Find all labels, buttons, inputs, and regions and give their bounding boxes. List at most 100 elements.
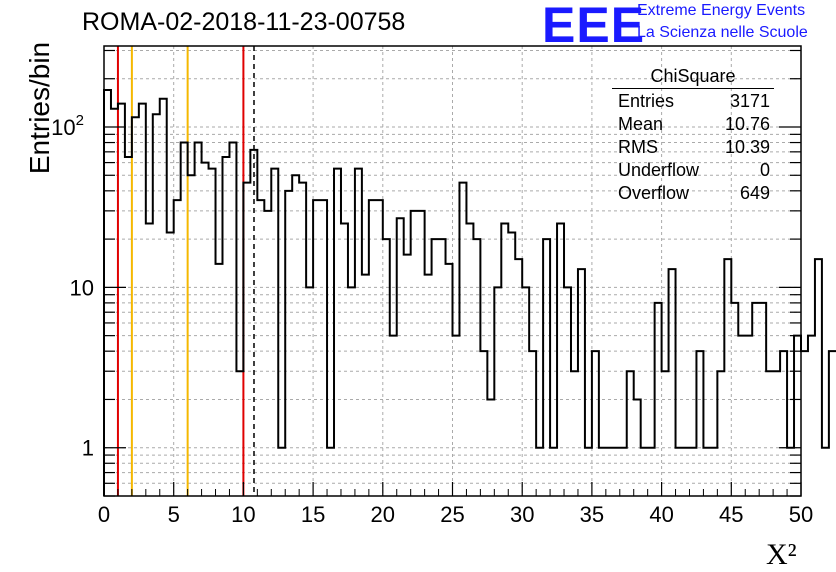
histogram-bin [397,218,404,496]
histogram-bin [543,239,550,496]
histogram-bin [348,287,355,496]
chart-title: ROMA-02-2018-11-23-00758 [82,8,406,36]
histogram-bin [390,336,397,496]
histogram-bin [780,351,787,496]
histogram-bin [662,371,669,496]
histogram-bin [299,183,306,496]
histogram-bin [411,211,418,496]
histogram-bin [459,183,466,496]
histogram-bin [494,287,501,496]
histogram-bin [822,448,829,496]
histogram-bin [334,169,341,496]
histogram-bin [418,211,425,496]
histogram-bin [222,157,229,496]
histogram-bin [766,371,773,496]
histogram-bin [571,371,578,496]
stats-row-entries: Entries 3171 [612,90,774,113]
stats-box: ChiSquare Entries 3171 Mean 10.76 RMS 10… [612,66,774,205]
histogram-bin [592,351,599,496]
histogram-bin [815,259,822,496]
histogram-bin [104,90,111,496]
histogram-bin [794,336,801,496]
stats-row-overflow: Overflow 649 [612,182,774,205]
histogram-bin [745,336,752,496]
histogram-bin [564,287,571,496]
stats-row-mean: Mean 10.76 [612,113,774,136]
x-axis-label: X² [766,538,797,571]
histogram-bin [264,211,271,496]
stats-value: 649 [739,183,770,203]
histogram-bin [717,371,724,496]
x-tick-label: 15 [301,502,325,527]
histogram-bin [453,336,460,496]
x-tick-label: 30 [510,502,534,527]
stats-title: ChiSquare [612,66,774,89]
histogram-bin [376,200,383,496]
histogram-bin [195,143,202,496]
x-tick-label: 40 [649,502,673,527]
x-tick-label: 0 [98,502,110,527]
y-tick-label: 1 [82,436,94,461]
stats-label: Entries [618,91,675,111]
stats-row-underflow: Underflow 0 [612,159,774,182]
histogram-bin [306,287,313,496]
histogram-bin [132,117,139,496]
logo-line-1: Extreme Energy Events [637,2,806,19]
histogram-bin [773,371,780,496]
histogram-bin [209,169,216,496]
stats-value: 10.76 [724,114,770,134]
histogram-bin [160,99,167,496]
histogram-bin [522,287,529,496]
histogram-bin [202,163,209,496]
histogram-bin [446,264,453,496]
histogram-bin [439,239,446,496]
histogram-bin [355,169,362,496]
x-tick-label: 35 [580,502,604,527]
x-tick-label: 45 [719,502,743,527]
histogram-bin [236,371,243,496]
stats-label: Mean [618,114,664,134]
histogram-bin [808,336,815,496]
histogram-bin [473,239,480,496]
histogram-bin [271,169,278,496]
histogram-bin [829,351,836,496]
histogram-bin [508,232,515,496]
histogram-bin [257,200,264,496]
y-tick-label: 102 [51,112,84,140]
histogram-bin [320,200,327,496]
x-tick-label: 10 [231,502,255,527]
histogram-bin [627,371,634,496]
x-tick-label: 5 [168,502,180,527]
stats-value: 0 [759,160,770,180]
histogram-bin [153,114,160,496]
stats-label: Underflow [618,160,700,180]
histogram-bin [229,143,236,496]
histogram-bin [801,351,808,496]
logo-line-2: La Scienza nelle Scuole [637,24,808,41]
x-tick-label: 50 [789,502,813,527]
y-tick-label: 10 [70,275,94,300]
stats-label: Overflow [618,183,690,203]
histogram-bin [480,351,487,496]
stats-row-rms: RMS 10.39 [612,136,774,159]
stats-label: RMS [618,137,658,157]
histogram-bin [181,143,188,496]
histogram-bin [243,183,250,496]
histogram-bin [383,239,390,496]
histogram-bin [529,351,536,496]
histogram-bin [174,200,181,496]
y-axis-label: Entries/bin [24,41,55,175]
histogram-bin [167,232,174,496]
histogram-bin [369,200,376,496]
stats-value: 10.39 [724,137,770,157]
histogram-bin [125,157,132,496]
stats-value: 3171 [729,91,770,111]
histogram-bin [738,336,745,496]
x-tick-label: 25 [440,502,464,527]
histogram-bin [216,264,223,496]
histogram-bin [285,191,292,496]
histogram-bin [432,239,439,496]
histogram-bin [313,200,320,496]
